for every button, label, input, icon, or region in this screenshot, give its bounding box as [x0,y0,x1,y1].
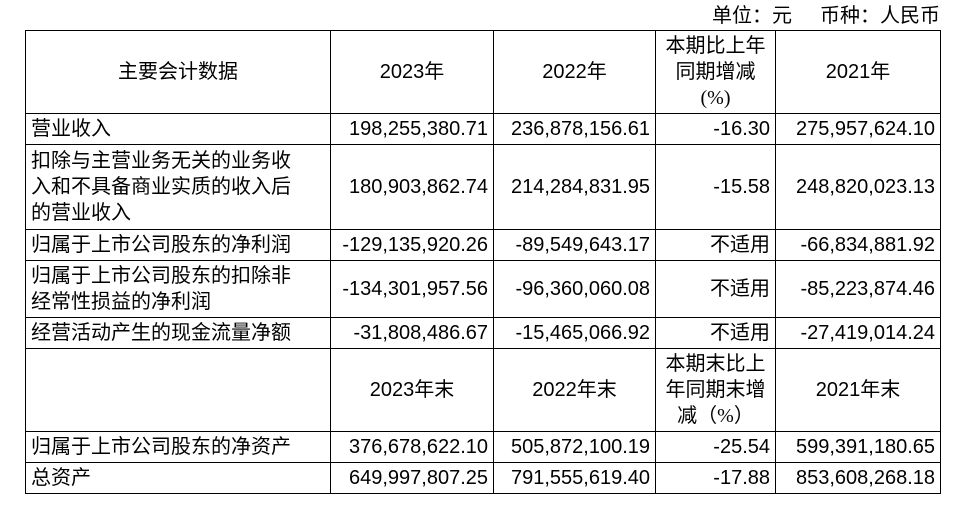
value-change: 不适用 [655,229,776,261]
table-row-adjusted-revenue: 扣除与主营业务无关的业务收 入和不具备商业实质的收入后 的营业收入 180,90… [25,144,941,230]
unit-label: 单位：元 [712,5,792,27]
value-2021: -66,834,881.92 [775,229,941,261]
value-2023: 649,997,807.25 [330,462,494,494]
column-header-change: 本期比上年 同期增减 (%) [655,30,776,114]
metric-label: 总资产 [25,462,331,494]
currency-label: 币种：人民币 [820,5,940,27]
column-header-2021-yearend: 2021年末 [775,348,941,432]
page: 单位：元 币种：人民币 主要会计数据 2023年 2022年 本期比上年 同期增… [25,5,941,494]
column-header-2022-yearend: 2022年末 [493,348,656,432]
metric-label: 扣除与主营业务无关的业务收 入和不具备商业实质的收入后 的营业收入 [25,144,331,230]
value-change: -25.54 [655,431,776,463]
value-2023: -134,301,957.56 [330,260,494,318]
value-2022: 791,555,619.40 [493,462,656,494]
value-2022: 505,872,100.19 [493,431,656,463]
metric-label: 营业收入 [25,113,331,145]
column-header-metric-empty [25,348,331,432]
value-2022: 236,878,156.61 [493,113,656,145]
column-header-2021: 2021年 [775,30,941,114]
unit-currency-note: 单位：元 币种：人民币 [25,5,940,27]
value-2021: 853,608,268.18 [775,462,941,494]
value-change: 不适用 [655,317,776,349]
value-2021: 599,391,180.65 [775,431,941,463]
value-2023: -31,808,486.67 [330,317,494,349]
value-2022: 214,284,831.95 [493,144,656,230]
value-change: 不适用 [655,260,776,318]
value-change: -16.30 [655,113,776,145]
column-header-metric: 主要会计数据 [25,30,331,114]
table-header-row: 主要会计数据 2023年 2022年 本期比上年 同期增减 (%) 2021年 [25,30,941,114]
table-row-net-assets: 归属于上市公司股东的净资产 376,678,622.10 505,872,100… [25,431,941,463]
column-header-2023: 2023年 [330,30,494,114]
value-2023: 180,903,862.74 [330,144,494,230]
value-change: -15.58 [655,144,776,230]
table-row-net-profit: 归属于上市公司股东的净利润 -129,135,920.26 -89,549,64… [25,229,941,261]
metric-label: 归属于上市公司股东的净资产 [25,431,331,463]
table-row-net-profit-excl-nonrecurring: 归属于上市公司股东的扣除非 经常性损益的净利润 -134,301,957.56 … [25,260,941,318]
column-header-change-yearend: 本期末比上 年同期末增 减（%） [655,348,776,432]
column-header-2023-yearend: 2023年末 [330,348,494,432]
metric-label: 归属于上市公司股东的净利润 [25,229,331,261]
value-2023: 376,678,622.10 [330,431,494,463]
value-2021: 248,820,023.13 [775,144,941,230]
table-header-row-yearend: 2023年末 2022年末 本期末比上 年同期末增 减（%） 2021年末 [25,348,941,432]
column-header-2022: 2022年 [493,30,656,114]
table-row-total-assets: 总资产 649,997,807.25 791,555,619.40 -17.88… [25,462,941,494]
value-2022: -89,549,643.17 [493,229,656,261]
table-row-operating-cash-flow: 经营活动产生的现金流量净额 -31,808,486.67 -15,465,066… [25,317,941,349]
value-2021: -85,223,874.46 [775,260,941,318]
table-row-operating-revenue: 营业收入 198,255,380.71 236,878,156.61 -16.3… [25,113,941,145]
metric-label: 经营活动产生的现金流量净额 [25,317,331,349]
value-2022: -15,465,066.92 [493,317,656,349]
value-2023: 198,255,380.71 [330,113,494,145]
value-change: -17.88 [655,462,776,494]
value-2021: 275,957,624.10 [775,113,941,145]
value-2021: -27,419,014.24 [775,317,941,349]
value-2023: -129,135,920.26 [330,229,494,261]
value-2022: -96,360,060.08 [493,260,656,318]
metric-label: 归属于上市公司股东的扣除非 经常性损益的净利润 [25,260,331,318]
key-accounting-data-table: 主要会计数据 2023年 2022年 本期比上年 同期增减 (%) 2021年 … [25,30,941,494]
